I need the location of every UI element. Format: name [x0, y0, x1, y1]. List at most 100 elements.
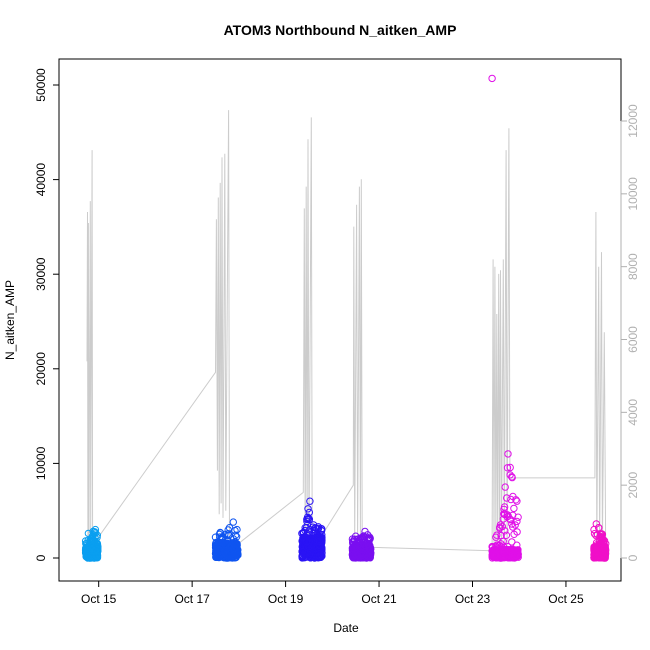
data-point	[298, 529, 306, 538]
data-point	[590, 545, 598, 553]
y2-tick-label: 6000	[626, 326, 640, 353]
data-point	[502, 531, 511, 539]
data-point	[225, 531, 233, 539]
data-point	[513, 528, 521, 536]
y2-tick-label: 0	[626, 554, 640, 561]
y-tick-label: 0	[34, 554, 48, 561]
data-point	[511, 521, 519, 529]
data-point	[304, 547, 312, 555]
data-point	[304, 505, 312, 513]
data-point	[366, 546, 375, 554]
x-axis-label: Date	[333, 621, 359, 635]
data-point	[503, 464, 512, 472]
y2-tick-label: 10000	[626, 177, 640, 211]
data-point	[221, 530, 229, 539]
data-point	[230, 540, 238, 548]
data-point	[311, 550, 320, 559]
data-point	[366, 533, 374, 541]
data-point	[309, 534, 317, 542]
data-point	[233, 525, 241, 534]
data-point	[211, 533, 220, 541]
data-point	[309, 521, 318, 529]
data-point	[591, 553, 599, 562]
data-point	[87, 536, 95, 544]
y2-tick-label: 8000	[626, 253, 640, 280]
data-point	[93, 531, 102, 539]
x-tick-label: Oct 21	[361, 592, 397, 606]
data-point	[357, 548, 365, 556]
outlier-point	[488, 74, 496, 83]
data-point	[601, 547, 610, 555]
y-axis-right: 0 2000 4000 6000 8000 10000 12000	[620, 104, 640, 561]
data-point	[358, 551, 366, 560]
data-point	[506, 463, 514, 472]
y-tick-label: 30000	[34, 257, 48, 291]
data-point	[306, 526, 314, 534]
data-point	[500, 503, 509, 511]
data-point	[81, 537, 90, 545]
data-point	[508, 473, 516, 482]
data-point	[348, 550, 357, 559]
data-point	[298, 547, 306, 556]
chart-title: ATOM3 Northbound N_aitken_AMP	[224, 22, 457, 38]
point-cluster-0	[81, 525, 102, 562]
data-point	[501, 527, 509, 535]
series-line-0	[86, 110, 607, 553]
data-point	[490, 551, 498, 560]
data-point	[317, 525, 326, 533]
data-point	[492, 533, 500, 541]
x-tick-label: Oct 17	[174, 592, 210, 606]
data-point	[303, 543, 311, 551]
data-point	[488, 542, 496, 551]
data-point	[223, 550, 231, 558]
data-point	[508, 538, 516, 546]
x-tick-label: Oct 23	[455, 592, 491, 606]
data-point	[84, 529, 93, 538]
data-point	[592, 520, 600, 528]
data-point	[509, 511, 517, 519]
x-tick-label: Oct 15	[81, 592, 117, 606]
data-point	[92, 551, 101, 560]
data-point	[595, 524, 603, 532]
data-point	[504, 450, 512, 458]
y-tick-label: 40000	[34, 163, 48, 197]
data-point	[305, 515, 314, 524]
points-layer	[81, 74, 610, 562]
data-point	[501, 510, 509, 518]
y2-tick-label: 4000	[626, 399, 640, 426]
data-point	[303, 513, 312, 521]
data-point	[301, 524, 309, 532]
data-point	[501, 483, 509, 491]
data-point	[229, 518, 238, 526]
data-point	[513, 497, 521, 505]
point-cluster-4	[488, 74, 522, 562]
x-tick-label: Oct 25	[548, 592, 584, 606]
data-point	[496, 521, 505, 529]
line-layer	[86, 110, 607, 553]
point-cluster-2	[298, 497, 326, 562]
point-cluster-3	[348, 527, 375, 562]
data-point	[509, 492, 517, 501]
data-point	[596, 534, 604, 542]
data-point	[215, 546, 224, 554]
data-point	[602, 540, 610, 548]
data-point	[225, 524, 234, 532]
data-point	[359, 534, 367, 542]
data-point	[310, 537, 318, 545]
data-point	[500, 548, 509, 556]
data-point	[350, 537, 358, 545]
data-point	[222, 541, 230, 549]
data-point	[89, 527, 97, 536]
data-point	[504, 512, 512, 520]
data-point	[361, 527, 369, 536]
data-point	[82, 550, 90, 558]
data-point	[597, 538, 606, 546]
data-point	[510, 504, 518, 513]
y-axis-left: 0 10000 20000 30000 40000 50000	[34, 68, 60, 561]
data-point	[83, 544, 91, 553]
data-point	[315, 552, 324, 560]
data-point	[497, 531, 505, 540]
data-point	[310, 525, 318, 533]
data-point	[306, 497, 314, 505]
